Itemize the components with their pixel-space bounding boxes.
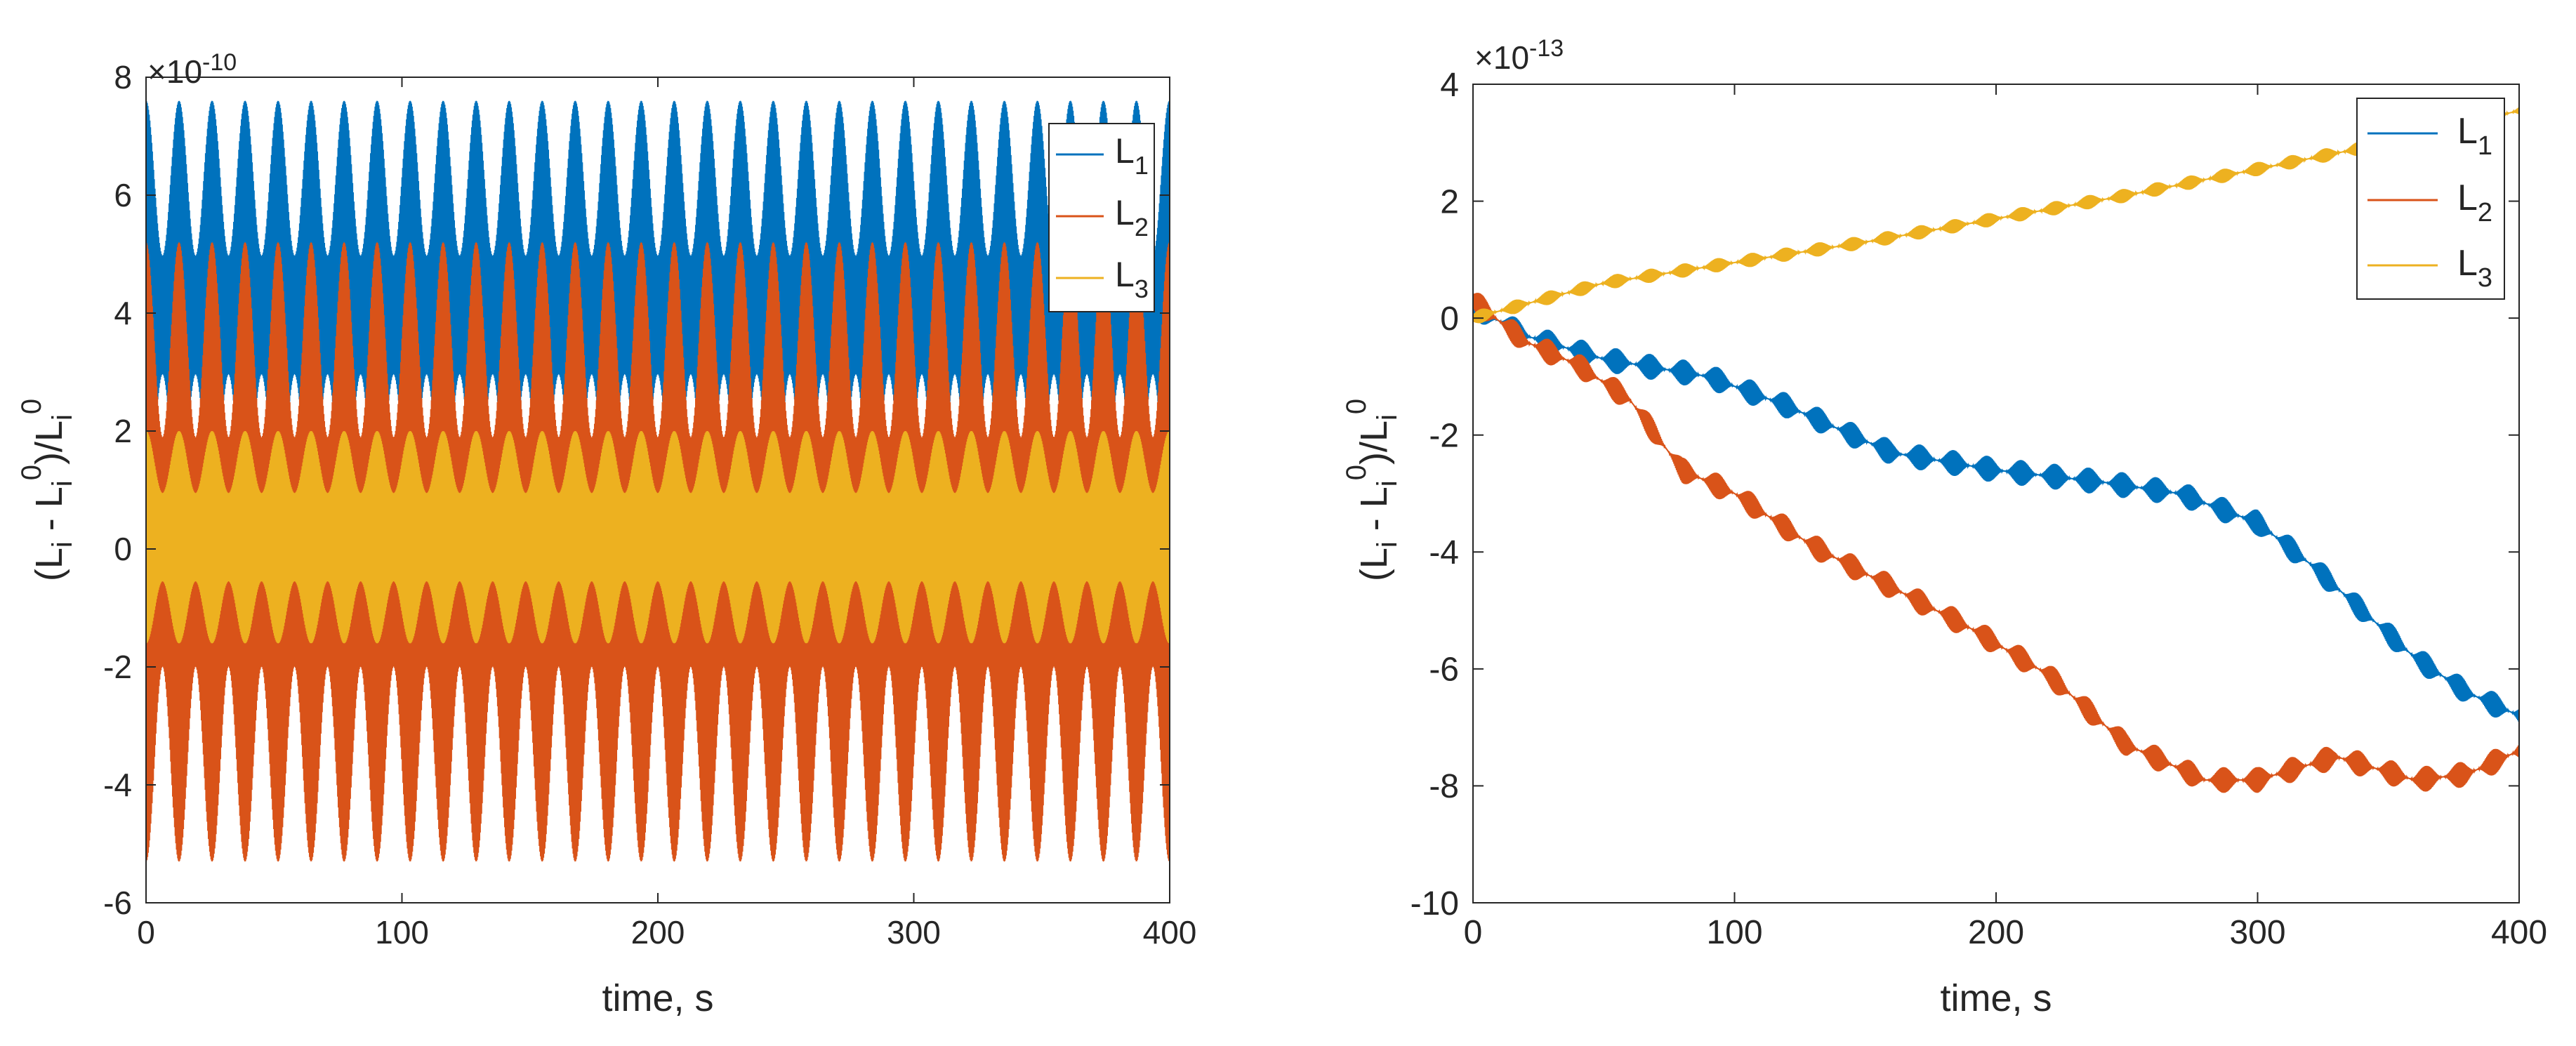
series-line-L2 xyxy=(1473,293,2519,793)
series-line-L3 xyxy=(1473,107,2519,324)
right-series-group xyxy=(1473,107,2519,793)
x-tick-label: 200 xyxy=(1968,914,2024,951)
left-legend-label-1: L1 xyxy=(1115,131,1149,180)
x-tick-label: 100 xyxy=(375,914,429,951)
y-tick-label: 8 xyxy=(114,59,132,95)
right-axis-ticks: 0 100 200 300 400 -10 -8 -6 -4 -2 0 2 4 xyxy=(1411,67,2547,951)
y-tick-label: -4 xyxy=(1429,534,1459,571)
y-tick-label: -2 xyxy=(103,649,132,685)
y-tick-label: 6 xyxy=(114,177,132,213)
y-tick-label: -4 xyxy=(103,767,132,803)
series-line-L1 xyxy=(1473,297,2519,722)
x-tick-label: 200 xyxy=(631,914,685,951)
y-tick-label: -10 xyxy=(1411,885,1459,922)
right-legend: L1 L2 L3 xyxy=(2356,98,2505,300)
right-legend-label-3: L3 xyxy=(2457,243,2492,293)
series-line-L2 xyxy=(146,242,1170,862)
x-tick-label: 0 xyxy=(1464,914,1483,951)
x-tick-label: 100 xyxy=(1706,914,1762,951)
left-legend-label-3: L3 xyxy=(1115,255,1149,303)
x-tick-label: 0 xyxy=(137,914,155,951)
y-tick-label: 4 xyxy=(114,295,132,331)
y-tick-label: 2 xyxy=(1440,183,1459,220)
y-tick-label: -2 xyxy=(1429,418,1459,455)
x-tick-label: 400 xyxy=(2491,914,2547,951)
x-tick-label: 300 xyxy=(2229,914,2285,951)
right-x-axis-label: time, s xyxy=(1940,977,2052,1019)
left-x-axis-label: time, s xyxy=(602,977,713,1019)
y-tick-label: 0 xyxy=(1440,300,1459,338)
y-tick-label: -6 xyxy=(103,885,132,921)
right-y-axis-label: (Li - Li0)/Li0 xyxy=(1341,399,1403,581)
x-tick-label: 400 xyxy=(1143,914,1197,951)
y-tick-label: -6 xyxy=(1429,651,1459,689)
left-axis-ticks: 0 100 200 300 400 -6 -4 -2 0 2 4 6 8 xyxy=(103,59,1196,951)
y-tick-label: 4 xyxy=(1440,67,1459,104)
left-legend: L1 L2 L3 xyxy=(1048,123,1155,312)
right-chart: 0 100 200 300 400 -10 -8 -6 -4 -2 0 2 4 ×10-13 time,… xyxy=(1341,35,2547,1019)
right-exponent-label: ×10-13 xyxy=(1474,35,1564,76)
series-line-L3 xyxy=(146,430,1170,644)
left-legend-label-2: L2 xyxy=(1115,193,1149,241)
right-legend-label-1: L1 xyxy=(2457,111,2492,161)
left-series-group xyxy=(146,100,1170,862)
left-exponent-label: ×10-10 xyxy=(147,49,237,90)
y-tick-label: -8 xyxy=(1429,768,1459,805)
y-tick-label: 0 xyxy=(114,531,132,567)
left-y-axis-label: (Li - Li0)/Li0 xyxy=(16,399,78,581)
x-tick-label: 300 xyxy=(887,914,941,951)
right-legend-label-2: L2 xyxy=(2457,178,2492,227)
y-tick-label: 2 xyxy=(114,413,132,449)
